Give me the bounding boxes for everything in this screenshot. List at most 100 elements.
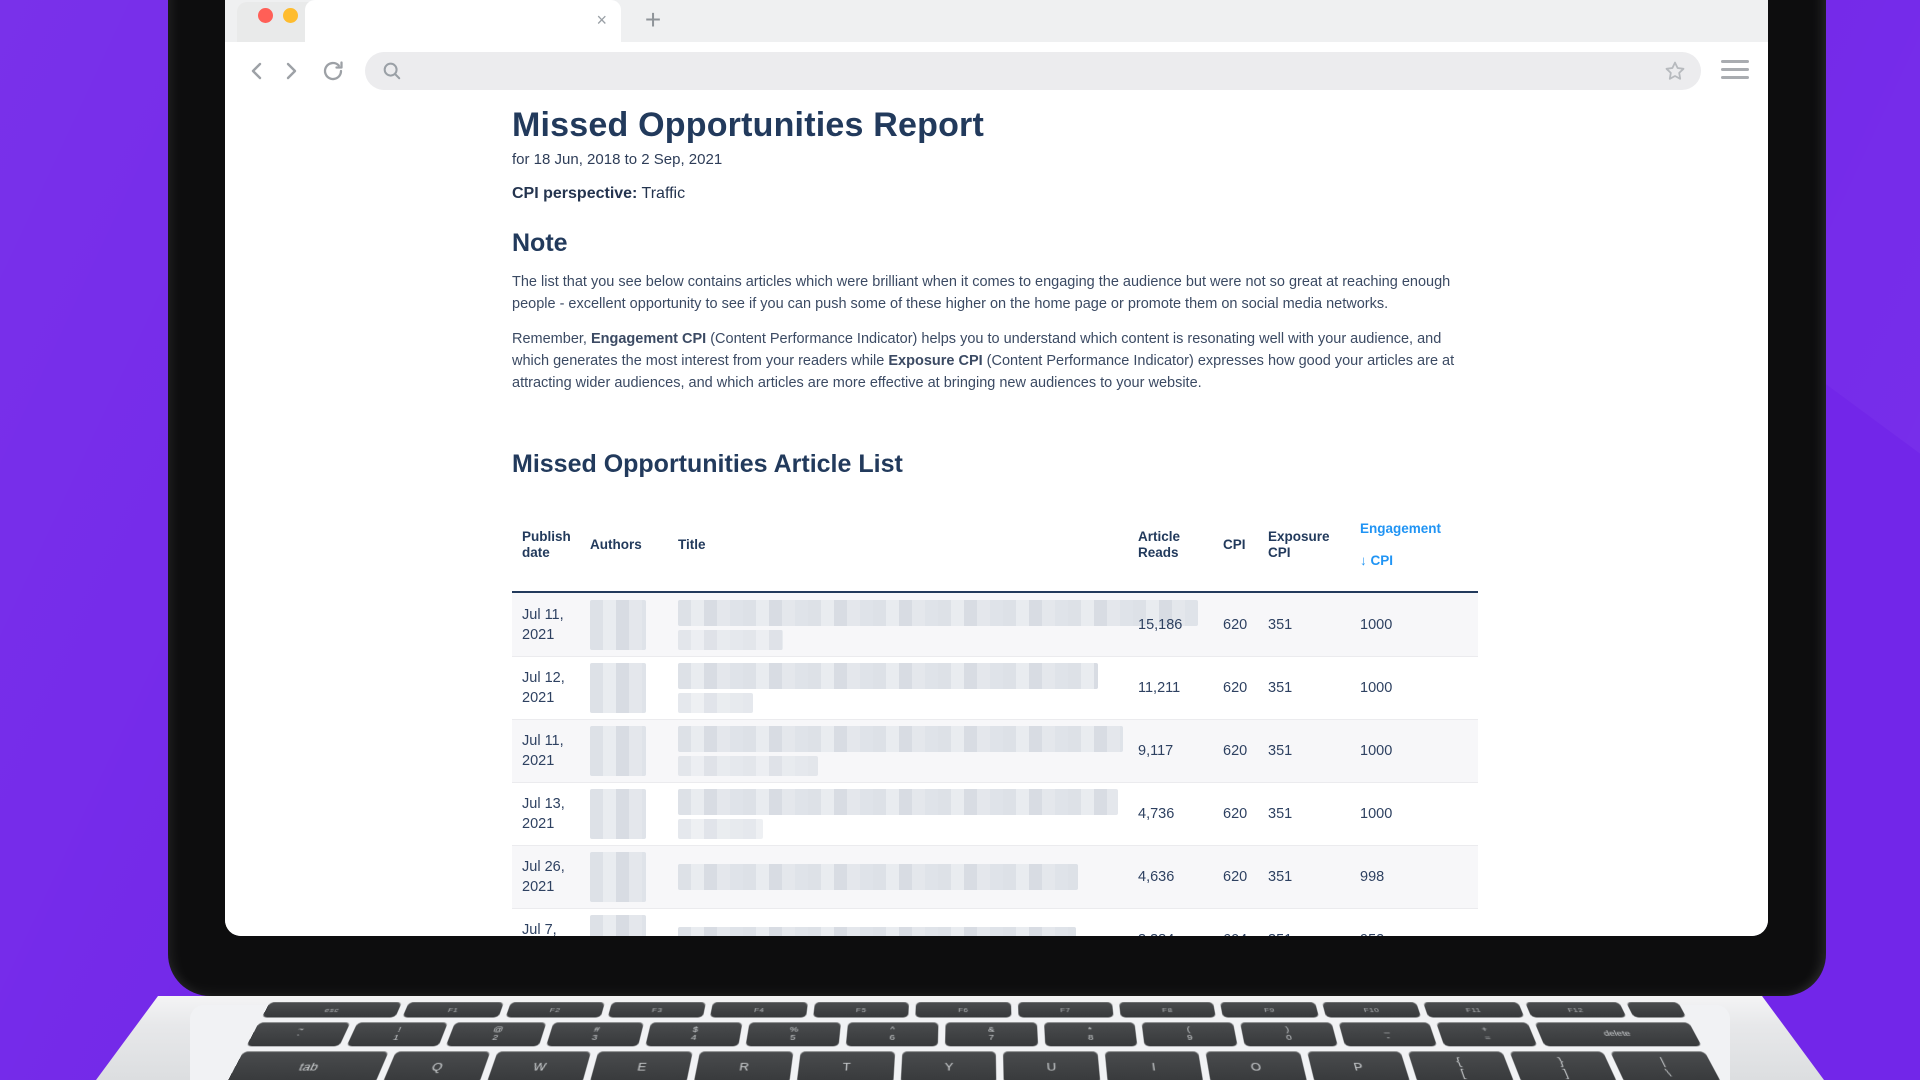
report-page: Missed Opportunities Report for 18 Jun, … <box>225 100 1768 936</box>
col-exposure-cpi[interactable]: Exposure CPI <box>1268 529 1330 560</box>
note-paragraph-1: The list that you see below contains art… <box>512 274 1451 312</box>
key-f7[interactable]: F7 <box>1017 1002 1114 1018</box>
chevron-left-icon <box>251 62 262 80</box>
key-f9[interactable]: F9 <box>1220 1002 1319 1018</box>
col-publish-date[interactable]: Publish date <box>522 529 571 560</box>
col-title[interactable]: Title <box>678 537 706 552</box>
nav-toolbar <box>225 42 1768 100</box>
bookmark-star-icon[interactable] <box>1663 59 1687 83</box>
cpi-cell: 620 <box>1223 680 1248 696</box>
key-p[interactable]: P <box>1307 1051 1411 1080</box>
key-f2[interactable]: F2 <box>505 1002 605 1018</box>
authors-redacted-blur <box>590 852 646 902</box>
key-fn-blank[interactable] <box>1626 1002 1687 1018</box>
close-window-button[interactable] <box>258 8 273 23</box>
title-redacted-blur <box>678 693 753 713</box>
cpi-cell: 620 <box>1223 743 1248 759</box>
key-f3[interactable]: F3 <box>607 1002 707 1018</box>
key-bracket-close[interactable]: } ] <box>1509 1051 1619 1080</box>
key-4[interactable]: $ 4 <box>645 1022 743 1047</box>
key-backtick[interactable]: ~ ` <box>246 1022 351 1047</box>
key-delete[interactable]: delete <box>1534 1022 1702 1047</box>
authors-redacted-blur <box>590 726 646 776</box>
key-u[interactable]: U <box>1003 1051 1101 1080</box>
key-8[interactable]: * 8 <box>1043 1022 1138 1047</box>
key-r[interactable]: R <box>693 1051 794 1080</box>
publish-date-cell: Jul 13, 2021 <box>522 796 565 832</box>
refresh-button[interactable] <box>321 59 345 83</box>
report-date-range: for 18 Jun, 2018 to 2 Sep, 2021 <box>512 151 723 168</box>
key-9[interactable]: ( 9 <box>1141 1022 1238 1047</box>
key-6[interactable]: ^ 6 <box>845 1022 939 1047</box>
minimize-window-button[interactable] <box>283 8 298 23</box>
cpi-perspective-label: CPI perspective: <box>512 185 638 202</box>
back-button[interactable] <box>245 59 269 83</box>
key-1[interactable]: ! 1 <box>346 1022 449 1047</box>
cpi-cell: 620 <box>1223 616 1248 633</box>
cpi-perspective-value: Traffic <box>641 185 686 202</box>
key-t[interactable]: T <box>797 1051 896 1080</box>
engagement-cpi-cell: 1000 <box>1360 743 1393 759</box>
key-0[interactable]: ) 0 <box>1239 1022 1338 1047</box>
key-i[interactable]: I <box>1104 1051 1204 1080</box>
keyboard-row: ~ `! 1 @ 2 # 3 $ 4% 5 ^ 6 & 7 * 8( 9) 0 _ - + = d… <box>246 1022 1702 1047</box>
key-backslash[interactable]: | \ <box>1610 1051 1722 1080</box>
cpi-cell: 620 <box>1223 806 1248 822</box>
key-7[interactable]: & 7 <box>945 1022 1038 1047</box>
title-cell <box>678 864 1138 890</box>
col-cpi[interactable]: CPI <box>1223 537 1246 552</box>
key-f10[interactable]: F10 <box>1321 1002 1422 1018</box>
search-icon <box>381 60 403 82</box>
key-f8[interactable]: F8 <box>1119 1002 1217 1018</box>
key-f5[interactable]: F5 <box>812 1002 910 1018</box>
col-engagement-cpi-sorted[interactable]: Engagement ↓ CPI <box>1360 505 1478 585</box>
key-y[interactable]: Y <box>900 1051 997 1080</box>
authors-redacted-blur <box>590 789 646 839</box>
col-authors[interactable]: Authors <box>590 537 642 552</box>
col-article-reads[interactable]: Article Reads <box>1138 529 1181 560</box>
key-tab[interactable]: tab <box>226 1051 390 1080</box>
key-3[interactable]: # 3 <box>545 1022 645 1047</box>
browser-window: × + <box>225 0 1768 936</box>
key-f4[interactable]: F4 <box>710 1002 808 1018</box>
article-reads-cell: 15,186 <box>1138 616 1183 633</box>
new-tab-button[interactable]: + <box>644 4 662 35</box>
chevron-right-icon <box>286 62 297 80</box>
key-f1[interactable]: F1 <box>402 1002 504 1018</box>
key-2[interactable]: @ 2 <box>445 1022 547 1047</box>
title-redacted-blur <box>678 819 763 839</box>
engagement-cpi-cell: 1000 <box>1360 806 1393 822</box>
key-f6[interactable]: F6 <box>915 1002 1012 1018</box>
key-equals[interactable]: + = <box>1436 1022 1538 1047</box>
title-redacted-blur <box>678 629 783 650</box>
authors-redacted-blur <box>590 599 646 650</box>
table-row: Jul 26, 2021 4,636 620 351 998 <box>512 845 1478 908</box>
cpi-perspective: CPI perspective: Traffic <box>512 185 1768 203</box>
key-bracket-open[interactable]: { [ <box>1408 1051 1515 1080</box>
key-f12[interactable]: F12 <box>1524 1002 1627 1018</box>
table-row: Jul 11, 2021 15,186 620 351 1000 <box>512 593 1478 656</box>
menu-button[interactable] <box>1721 60 1749 82</box>
key-q[interactable]: Q <box>382 1051 491 1080</box>
title-cell <box>678 663 1138 713</box>
close-tab-icon[interactable]: × <box>596 10 607 30</box>
forward-button[interactable] <box>279 59 303 83</box>
key-e[interactable]: E <box>589 1051 693 1080</box>
engagement-cpi-cell: 1000 <box>1360 616 1393 633</box>
table-header-row: Publish date Authors Title Article Reads… <box>512 505 1478 593</box>
refresh-icon <box>323 61 343 81</box>
title-redacted-blur <box>678 599 1198 626</box>
title-cell <box>678 789 1138 839</box>
authors-cell <box>590 789 678 839</box>
address-bar[interactable] <box>365 52 1701 90</box>
active-tab[interactable]: × <box>305 0 621 42</box>
key-o[interactable]: O <box>1205 1051 1308 1080</box>
key-w[interactable]: W <box>486 1051 592 1080</box>
key-5[interactable]: % 5 <box>745 1022 841 1047</box>
key-f11[interactable]: F11 <box>1423 1002 1525 1018</box>
page-title: Missed Opportunities Report <box>512 106 984 144</box>
table-row: Jul 13, 2021 4,736 620 351 1000 <box>512 782 1478 845</box>
title-redacted-blur <box>678 864 1078 890</box>
key-minus[interactable]: _ - <box>1338 1022 1438 1047</box>
key-esc[interactable]: esc <box>261 1002 403 1018</box>
